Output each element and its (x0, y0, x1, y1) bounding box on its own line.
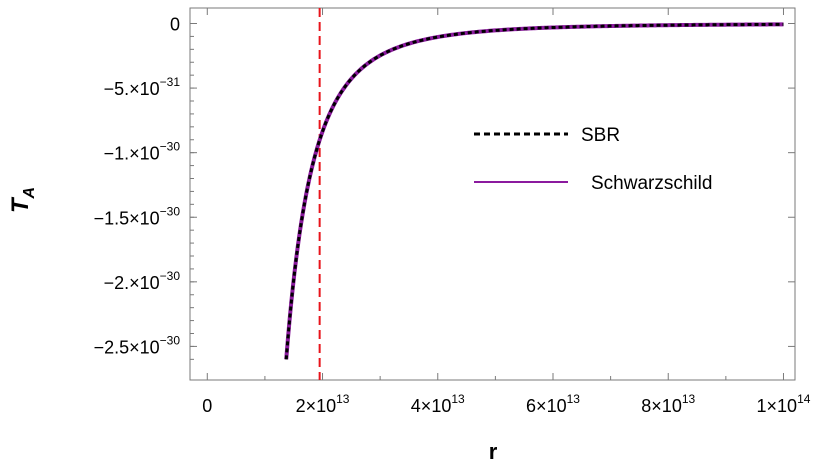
y-tick-label: −1.×10−30 (104, 140, 181, 164)
series-layer (284, 22, 784, 360)
y-axis-title: TA (7, 187, 38, 213)
legend-label-schwarzschild: Schwarzschild (591, 173, 712, 194)
ticks-layer: 0 2×1013 4×1013 6×1013 8×1013 1×1014 0 −5.×10−3… (94, 8, 811, 416)
x-tick-label: 4×1013 (411, 392, 465, 416)
x-tick-label: 1×1014 (757, 392, 811, 416)
series-line-sbr (284, 22, 784, 360)
y-tick-label: −5.×10−31 (104, 75, 181, 99)
y-tick-label: −1.5×10−30 (94, 204, 181, 228)
y-axis-title-main: T (7, 196, 34, 213)
legend-label-sbr: SBR (581, 125, 620, 146)
x-tick-label: 6×1013 (526, 392, 580, 416)
x-axis-title: r (489, 439, 498, 464)
y-tick-label: 0 (170, 15, 180, 35)
legend: SBR Schwarzschild (474, 125, 712, 194)
plot-frame (189, 7, 796, 381)
y-axis-title-sub: A (21, 187, 38, 200)
x-tick-label: 0 (202, 396, 212, 416)
x-tick-label: 8×1013 (641, 392, 695, 416)
svg-text:TA: TA (7, 187, 38, 213)
y-tick-label: −2.×10−30 (104, 269, 181, 293)
x-tick-label: 2×1013 (296, 392, 350, 416)
y-tick-label: −2.5×10−30 (94, 333, 181, 357)
